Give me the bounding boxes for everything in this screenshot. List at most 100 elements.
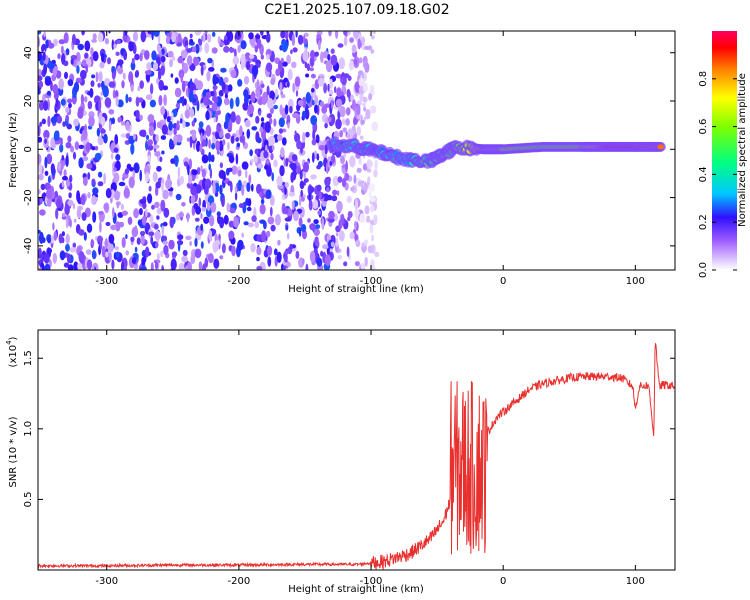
spectrogram-cell xyxy=(287,81,290,88)
spectrogram-cell xyxy=(350,186,355,192)
spectrogram-cell xyxy=(279,104,283,115)
spectrogram-cell xyxy=(190,254,196,265)
spectrogram-cell xyxy=(197,167,201,175)
spectrogram-cell xyxy=(241,232,245,238)
spectrogram-cell xyxy=(332,175,340,187)
spectrogram-cell xyxy=(286,54,291,65)
spectrogram-cell xyxy=(38,254,44,259)
spectrogram-cell xyxy=(204,42,210,54)
spectrogram-cell xyxy=(357,38,362,50)
spectrogram-cell xyxy=(38,68,42,77)
spectrogram-cell xyxy=(87,100,93,110)
spectrogram-cell xyxy=(245,169,248,179)
spectrogram-cell xyxy=(57,53,61,60)
spectrogram-cell xyxy=(374,251,380,258)
spectrogram-cell xyxy=(169,58,173,68)
spectrogram-cell xyxy=(237,44,241,53)
spectrogram-cell xyxy=(165,179,172,190)
spectrogram-cell xyxy=(186,48,192,53)
spectrogram-cell xyxy=(111,259,115,270)
spectrogram-cell xyxy=(73,218,77,223)
spectrogram-cell xyxy=(275,68,281,77)
spectrogram-cell xyxy=(273,118,277,127)
spectrogram-cell xyxy=(336,190,340,196)
spectrogram-cell xyxy=(76,190,81,203)
spectrogram-cell xyxy=(172,55,176,62)
spectrogram-cell xyxy=(214,239,221,246)
spectrogram-cell xyxy=(273,248,278,256)
spectrogram-cell xyxy=(314,224,321,230)
spectrogram-cell xyxy=(124,31,128,36)
spectrogram-cell xyxy=(47,115,51,127)
spectrogram-cell xyxy=(39,267,42,270)
spectrogram-cell xyxy=(194,248,202,259)
spectrogram-cell xyxy=(55,98,59,108)
spectrogram-cell xyxy=(358,57,363,64)
spectrogram-cell xyxy=(355,239,361,248)
spectrogram-cell xyxy=(52,252,57,264)
spectrogram-cell xyxy=(358,70,364,76)
spectrogram-cell xyxy=(111,117,116,125)
spectrogram-cell xyxy=(139,52,143,62)
spectrogram-cell xyxy=(161,150,165,155)
spectrogram-cell xyxy=(337,43,344,48)
spectrogram-cell xyxy=(128,71,134,83)
spectrogram-cell xyxy=(184,109,191,119)
spectrogram-cell xyxy=(264,121,271,133)
spectrogram-cell xyxy=(182,120,186,129)
spectrogram-cell xyxy=(243,75,250,85)
spectrogram-cell xyxy=(208,138,212,149)
spectrogram-cell xyxy=(267,245,273,256)
spectrogram-cell xyxy=(70,55,78,60)
spectrogram-cell xyxy=(335,118,342,130)
spectrogram-trace-cell xyxy=(657,144,664,150)
spectrogram-cell xyxy=(161,124,168,135)
spectrogram-cell xyxy=(104,238,108,249)
spectrogram-cell xyxy=(213,117,217,123)
spectrogram-cell xyxy=(195,43,200,54)
snr-x-tick-label: 100 xyxy=(626,576,645,587)
spectrogram-cell xyxy=(145,134,150,140)
spectrogram-cell xyxy=(94,145,99,151)
spectrogram-cell xyxy=(318,144,326,151)
spectrogram-cell xyxy=(251,65,259,77)
spectrogram-cell xyxy=(303,178,309,183)
spectrogram-cell xyxy=(241,184,245,196)
spectrogram-cell xyxy=(92,51,99,62)
spectrogram-cell xyxy=(62,175,68,181)
spectrogram-cell xyxy=(292,82,296,93)
spectrogram-cell xyxy=(113,172,120,183)
spectrogram-cell xyxy=(117,59,124,66)
spectrogram-cell xyxy=(269,107,274,115)
spectrogram-cell xyxy=(373,169,378,178)
spectrogram-cell xyxy=(58,39,66,45)
spectrogram-cell xyxy=(153,119,156,131)
spectrogram-cell xyxy=(284,31,289,40)
spectrogram-cell xyxy=(343,73,350,79)
spectrogram-cell xyxy=(92,264,95,270)
snr-y-axis-label: SNR (10 * v/v) xyxy=(8,416,19,487)
spectrogram-cell xyxy=(347,211,353,218)
spectrogram-cell xyxy=(187,164,190,176)
spectrogram-cell xyxy=(38,231,44,244)
spectrogram-cell xyxy=(309,56,315,68)
spectrogram-cell xyxy=(181,60,185,68)
spectrogram-cell xyxy=(163,94,167,107)
spectrogram-cell xyxy=(127,216,133,225)
spectrogram-cell xyxy=(103,202,109,211)
spectrogram-cell xyxy=(234,191,238,201)
colorbar-tick-label: 0.8 xyxy=(698,71,709,87)
spectrogram-cell xyxy=(173,124,177,129)
spectrogram-cell xyxy=(302,50,309,62)
spectrogram-cell xyxy=(86,259,93,270)
spectrogram-cell xyxy=(107,243,114,253)
spectrogram-cell xyxy=(115,154,121,161)
spectrogram-cell xyxy=(236,142,241,148)
spectrogram-cell xyxy=(332,189,338,196)
spectrogram-cell xyxy=(61,154,65,161)
spectrogram-cell xyxy=(78,157,84,169)
spectrogram-cell xyxy=(160,105,166,116)
spectrogram-cell xyxy=(163,207,170,218)
spectrogram-cell xyxy=(145,208,148,218)
spectrogram-cell xyxy=(44,170,49,176)
